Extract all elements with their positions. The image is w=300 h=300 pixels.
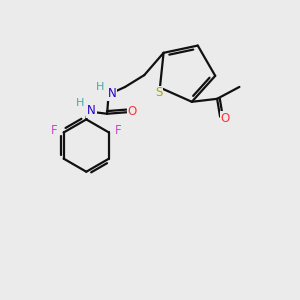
Text: F: F (115, 124, 122, 136)
Text: O: O (128, 105, 137, 118)
Text: F: F (51, 124, 58, 136)
Text: N: N (87, 104, 96, 117)
Text: H: H (76, 98, 85, 108)
Text: O: O (221, 112, 230, 124)
Text: H: H (96, 82, 104, 92)
Text: S: S (155, 86, 162, 99)
Text: N: N (108, 87, 116, 100)
